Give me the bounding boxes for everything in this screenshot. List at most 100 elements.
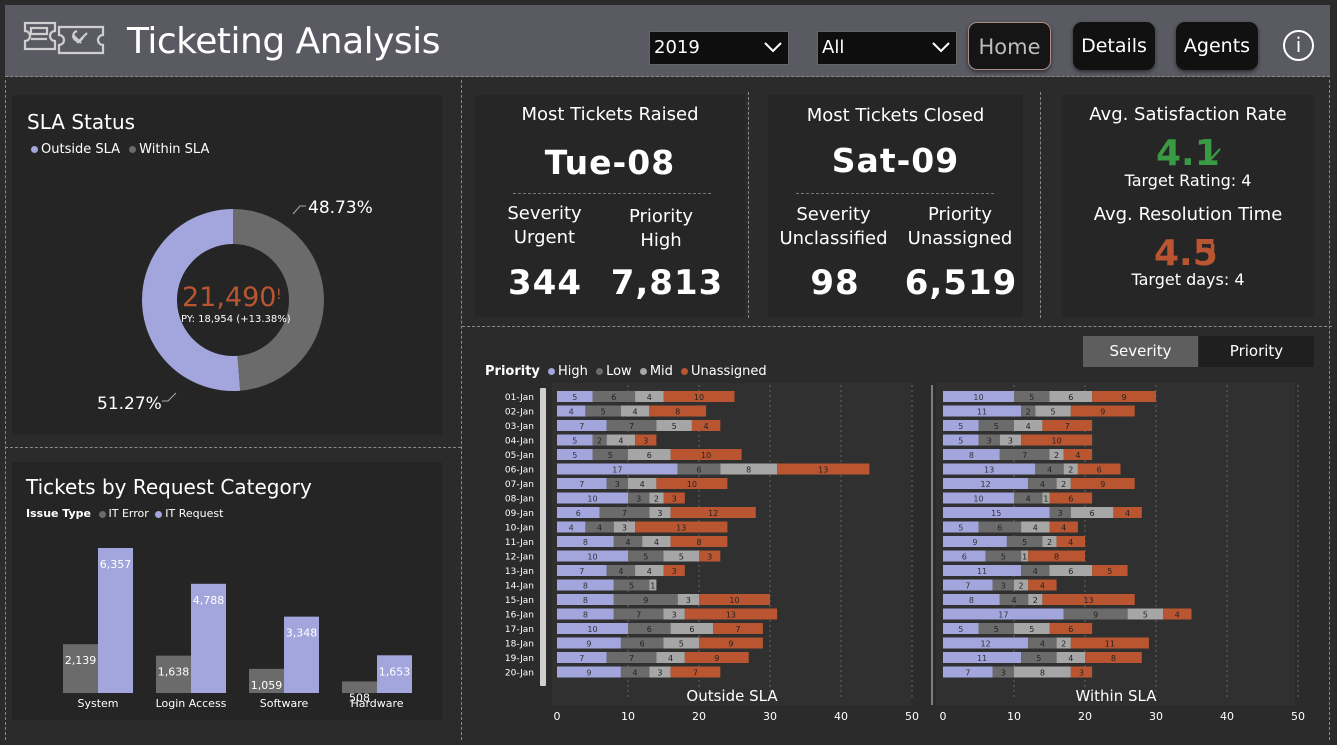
stacked-bar-segment bbox=[1035, 405, 1071, 417]
stacked-bar-segment bbox=[1092, 391, 1156, 402]
stacked-bar-segment bbox=[557, 420, 607, 431]
stacked-bar-segment bbox=[557, 623, 628, 634]
stacked-bar-segment bbox=[1063, 449, 1093, 460]
stacked-bar-segment bbox=[1021, 405, 1036, 417]
card-day: Tue-08 bbox=[544, 143, 676, 182]
stacked-bar-segment bbox=[663, 608, 685, 620]
details-button[interactable]: Details bbox=[1073, 22, 1155, 70]
severity-toggle[interactable]: Severity bbox=[1083, 336, 1198, 367]
stacked-bar-segment bbox=[943, 608, 1064, 620]
info-icon[interactable]: i bbox=[1283, 30, 1314, 61]
label: Urgent bbox=[513, 227, 576, 248]
bar-value-label: 4 bbox=[597, 524, 602, 533]
header-bar: Ticketing Analysis 2019 All Home Details… bbox=[5, 5, 1330, 77]
stacked-bar-segment bbox=[670, 666, 721, 678]
bar-value-label: 7 bbox=[693, 669, 698, 678]
stacked-bar-segment bbox=[691, 420, 721, 431]
warning-icon: ! bbox=[1208, 240, 1218, 264]
bar-value-label: 2,139 bbox=[65, 654, 97, 667]
stacked-bar-segment bbox=[1049, 623, 1093, 634]
year-dropdown[interactable]: 2019 bbox=[649, 31, 789, 65]
divider bbox=[461, 80, 462, 740]
bar-value-label: 5 bbox=[994, 422, 999, 431]
stacked-bar-segment bbox=[1014, 391, 1050, 402]
bar-value-label: 4 bbox=[1068, 538, 1073, 547]
bar-value-label: 5 bbox=[572, 451, 577, 460]
bar-value-label: 11 bbox=[977, 408, 987, 417]
stacked-bar-segment bbox=[663, 391, 735, 402]
y-tick-label: 17-Jan bbox=[505, 625, 534, 635]
bar-value-label: 13 bbox=[818, 466, 828, 475]
page-title: Ticketing Analysis bbox=[127, 21, 440, 62]
stacked-bar-segment bbox=[592, 434, 607, 446]
stacked-bar-segment bbox=[943, 536, 1007, 547]
bar-value-label: 10 bbox=[729, 596, 739, 605]
resolution-title: Avg. Resolution Time bbox=[1093, 204, 1283, 225]
bar-value-label: 3 bbox=[622, 524, 627, 533]
stacked-bar-segment bbox=[943, 550, 986, 562]
bar-value-label: 5 bbox=[958, 625, 963, 634]
target-days: Target days: 4 bbox=[1131, 270, 1245, 289]
bar-value-label: 8 bbox=[1111, 654, 1116, 663]
stacked-bar-segment bbox=[999, 594, 1029, 605]
stacked-bar-segment bbox=[1049, 521, 1078, 533]
category-legend: Issue Type IT Error IT Request bbox=[26, 507, 223, 520]
stacked-bar-segment bbox=[613, 594, 678, 605]
x-tick-label: 30 bbox=[1149, 710, 1163, 723]
bar-value-label: 1,059 bbox=[251, 679, 283, 692]
stacked-bar-segment bbox=[649, 507, 671, 518]
home-button[interactable]: Home bbox=[968, 22, 1051, 70]
x-tick-label: 50 bbox=[905, 710, 919, 723]
bar-value-label: 3 bbox=[686, 596, 691, 605]
chevron-down-icon bbox=[764, 42, 782, 53]
priority-toggle[interactable]: Priority bbox=[1199, 336, 1314, 367]
stacked-bar-segment bbox=[1085, 652, 1142, 663]
stacked-bar-segment bbox=[585, 405, 621, 417]
bar-value-label: 8 bbox=[969, 596, 974, 605]
stacked-bar-segment bbox=[978, 434, 1000, 446]
y-tick-label: 12-Jan bbox=[505, 553, 534, 563]
x-tick-label: 50 bbox=[1291, 710, 1305, 723]
bar-value-label: 2 bbox=[1061, 480, 1066, 489]
ticket-logo-icon bbox=[23, 21, 105, 55]
legend-title: Issue Type bbox=[26, 507, 92, 520]
y-tick-label: 02-Jan bbox=[505, 408, 534, 418]
stacked-bar-segment bbox=[606, 565, 636, 576]
bar-value-label: 6 bbox=[576, 509, 581, 518]
bar-value-label: 6 bbox=[611, 393, 616, 402]
bar-value-label: 11 bbox=[977, 654, 987, 663]
divider bbox=[1329, 80, 1330, 740]
stacked-bar-segment bbox=[684, 608, 778, 620]
label: High bbox=[640, 230, 682, 251]
bar-value-label: 3 bbox=[672, 567, 677, 576]
stacked-bar-segment bbox=[1021, 652, 1057, 663]
stacked-bar-segment bbox=[1021, 521, 1050, 533]
agents-button[interactable]: Agents bbox=[1176, 22, 1258, 70]
stacked-bar-segment bbox=[557, 478, 607, 489]
stacked-bar-segment bbox=[670, 623, 714, 634]
stacked-bar-segment bbox=[1070, 637, 1149, 649]
most-closed-card: Most Tickets Closed Sat-09 Severity Uncla… bbox=[768, 95, 1023, 317]
bar-value-label: 3 bbox=[987, 437, 992, 446]
stacked-bar-segment bbox=[1014, 623, 1050, 634]
bar-value-label: 2 bbox=[1026, 408, 1031, 417]
y-tick-label: 14-Jan bbox=[505, 582, 534, 592]
y-tick-label: 06-Jan bbox=[505, 466, 534, 476]
legend-dot bbox=[129, 146, 137, 153]
checkmark-icon bbox=[1205, 148, 1221, 161]
stacked-bar-segment bbox=[699, 637, 763, 649]
bar-value-label: 6 bbox=[997, 524, 1002, 533]
bar-value-label: 3 bbox=[1001, 669, 1006, 678]
filter-dropdown[interactable]: All bbox=[817, 31, 957, 65]
stacked-bar-segment bbox=[620, 637, 664, 649]
resolution-value: 4.5 bbox=[1154, 233, 1218, 274]
bar-value-label: 7 bbox=[736, 625, 741, 634]
bar-value-label: 2 bbox=[654, 495, 659, 504]
stacked-bar-segment bbox=[557, 565, 607, 576]
donut-slice bbox=[233, 209, 324, 391]
severity-label: Severity Urgent bbox=[497, 202, 592, 250]
bar-value-label: 2 bbox=[1033, 596, 1038, 605]
stacked-bar-segment bbox=[943, 565, 1022, 576]
stacked-bar-segment bbox=[943, 449, 1000, 460]
